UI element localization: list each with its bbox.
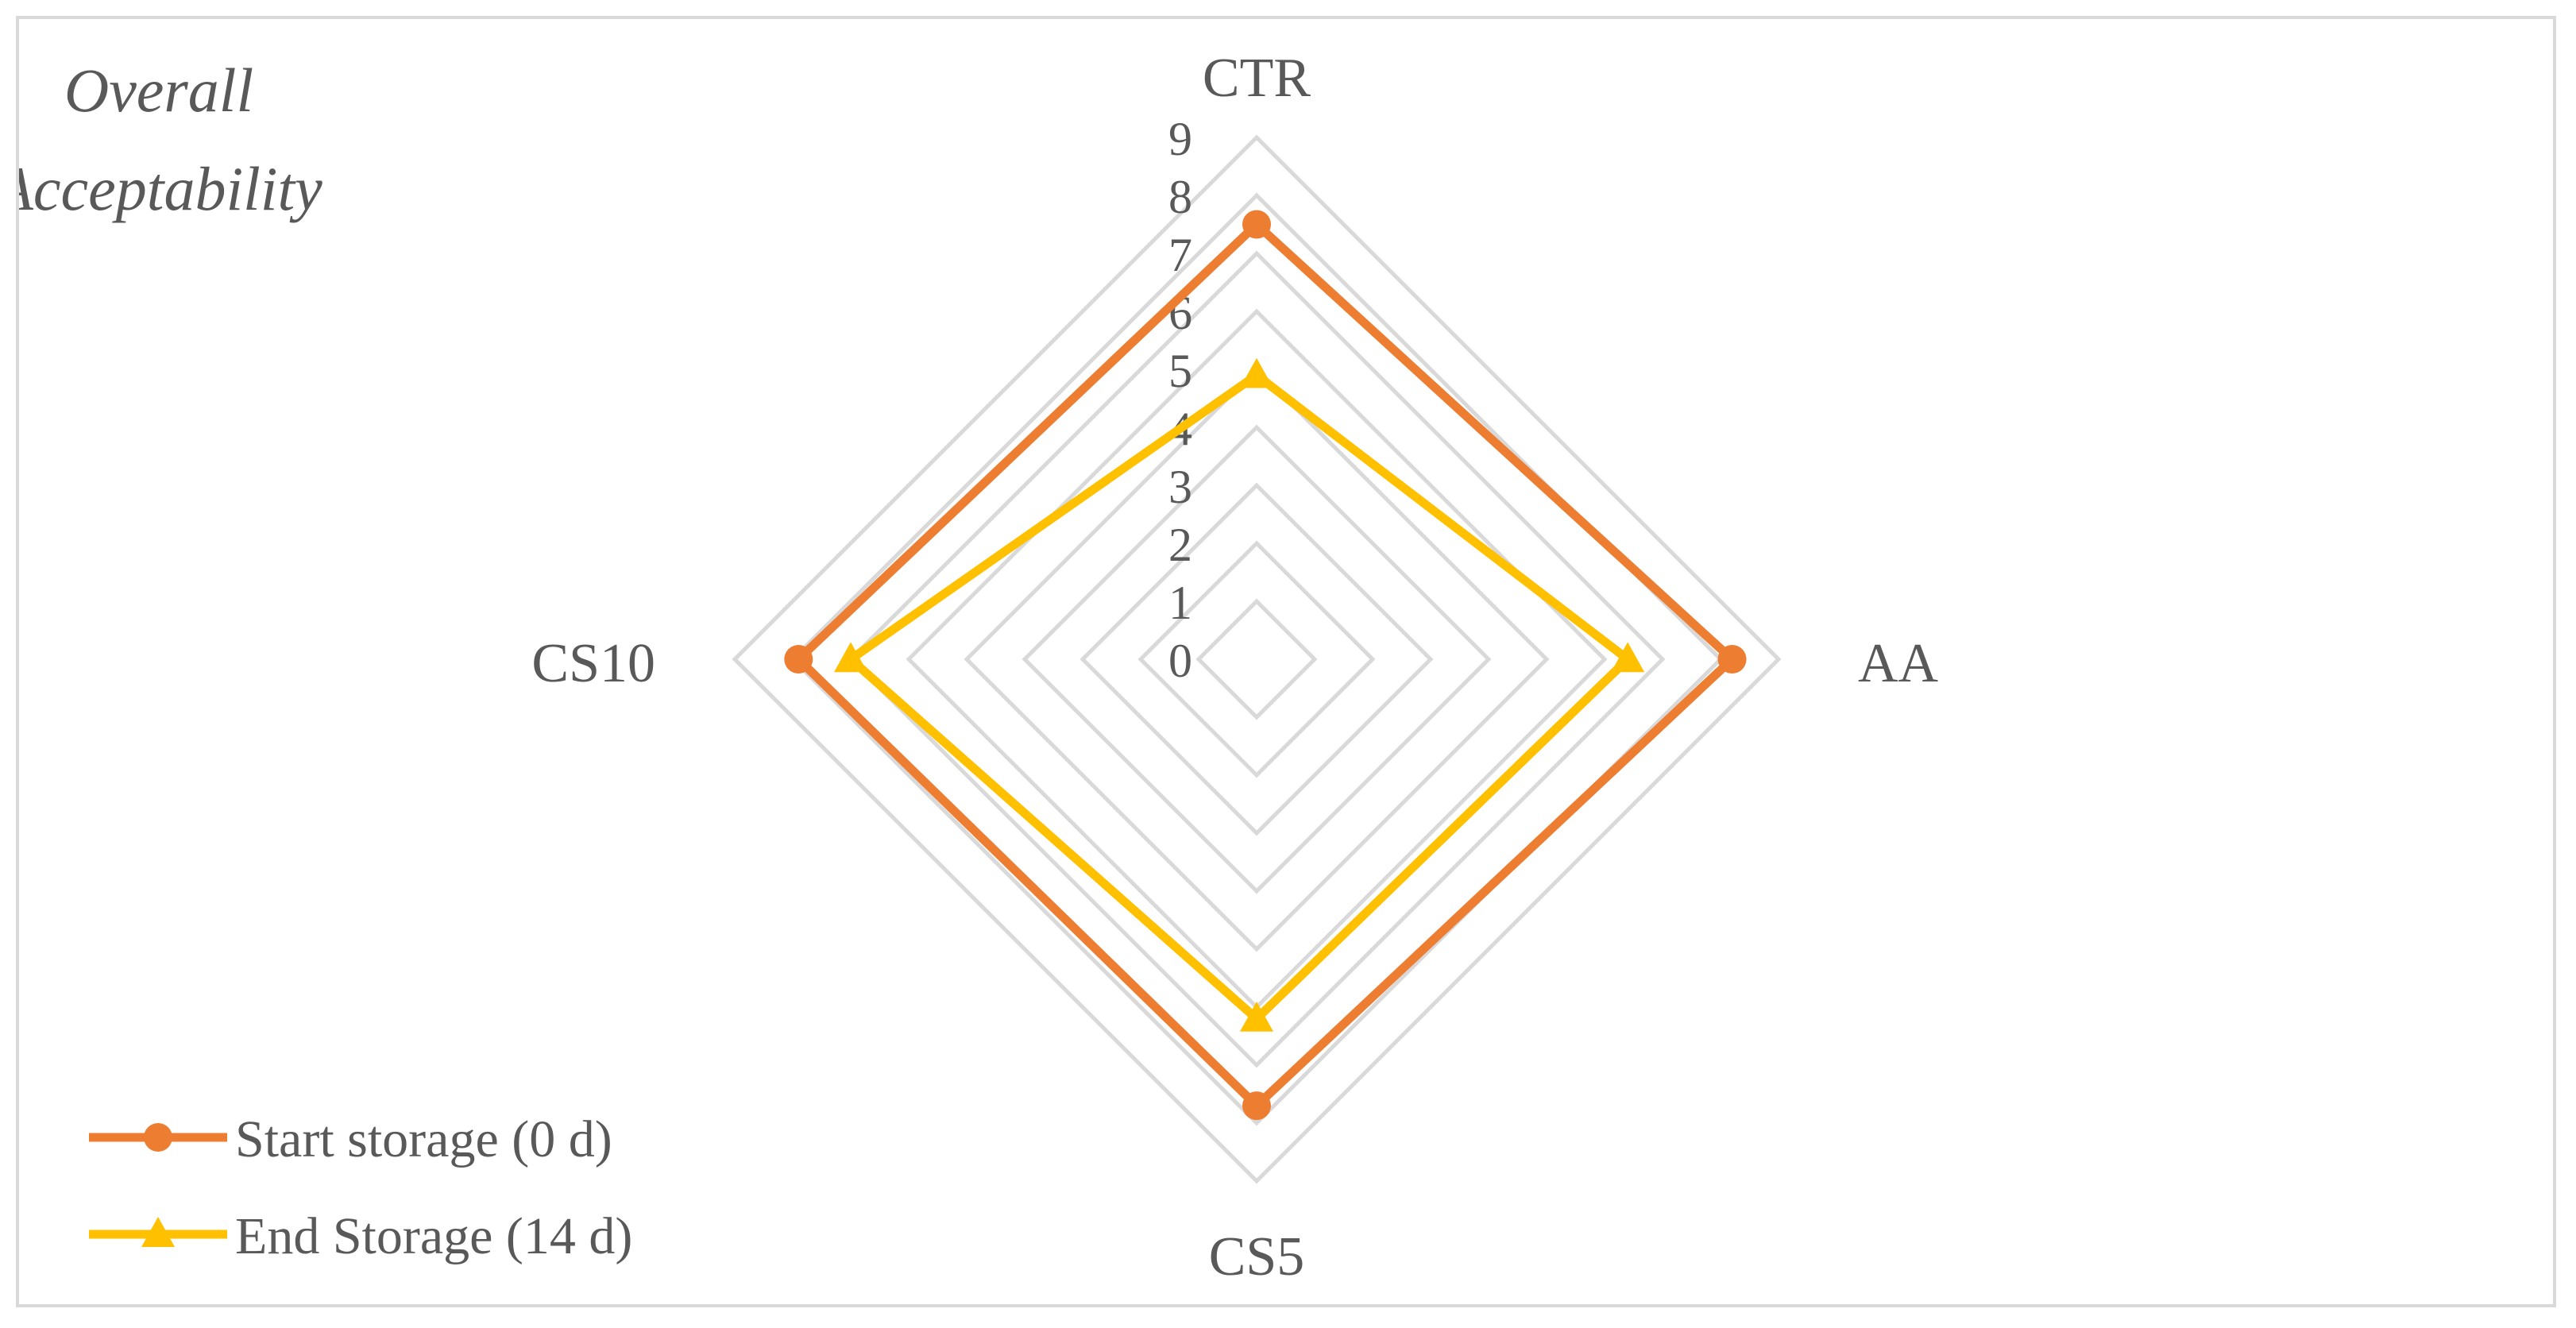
legend: Start storage (0 d) End Storage (14 d) xyxy=(89,1110,632,1265)
axis-label-cs5: CS5 xyxy=(1209,1226,1305,1287)
data-point xyxy=(784,645,813,674)
tick-label: 9 xyxy=(1168,113,1192,165)
grid-ring-6 xyxy=(906,308,1608,1010)
data-point xyxy=(1240,1002,1273,1032)
grid-ring-8 xyxy=(790,192,1724,1126)
radar-axis-labels: CTR AA CS5 CS10 xyxy=(531,48,1938,1287)
legend-marker xyxy=(141,1217,175,1247)
axis-label-cs10: CS10 xyxy=(531,633,655,694)
data-point xyxy=(1611,642,1645,673)
chart-title-line2: Acceptability xyxy=(19,154,322,223)
legend-marker xyxy=(144,1123,172,1152)
legend-label: Start storage (0 d) xyxy=(235,1110,612,1168)
tick-label: 7 xyxy=(1168,229,1192,281)
data-point xyxy=(1717,645,1747,674)
data-point xyxy=(834,642,867,673)
data-point xyxy=(1240,357,1273,388)
data-point xyxy=(1242,1091,1271,1121)
tick-label: 2 xyxy=(1168,519,1192,571)
axis-label-ctr: CTR xyxy=(1203,48,1311,109)
radar-series xyxy=(784,210,1747,1121)
grid-ring-7 xyxy=(848,250,1666,1068)
tick-label: 0 xyxy=(1168,635,1192,687)
tick-label: 8 xyxy=(1168,171,1192,223)
axis-label-aa: AA xyxy=(1858,633,1939,694)
grid-ring-4 xyxy=(1022,424,1492,894)
grid-ring-1 xyxy=(1195,598,1318,720)
chart-title: Overall xyxy=(64,56,253,125)
grid-ring-2 xyxy=(1137,540,1376,778)
legend-label: End Storage (14 d) xyxy=(235,1207,632,1265)
grid-ring-3 xyxy=(1079,482,1434,836)
series-line-0 xyxy=(792,218,1739,1112)
grid-ring-9 xyxy=(732,134,1782,1184)
tick-label: 3 xyxy=(1168,461,1192,513)
grid-ring-5 xyxy=(964,366,1550,952)
data-point xyxy=(1242,210,1271,239)
tick-label: 1 xyxy=(1168,577,1192,629)
tick-label: 5 xyxy=(1168,345,1192,397)
